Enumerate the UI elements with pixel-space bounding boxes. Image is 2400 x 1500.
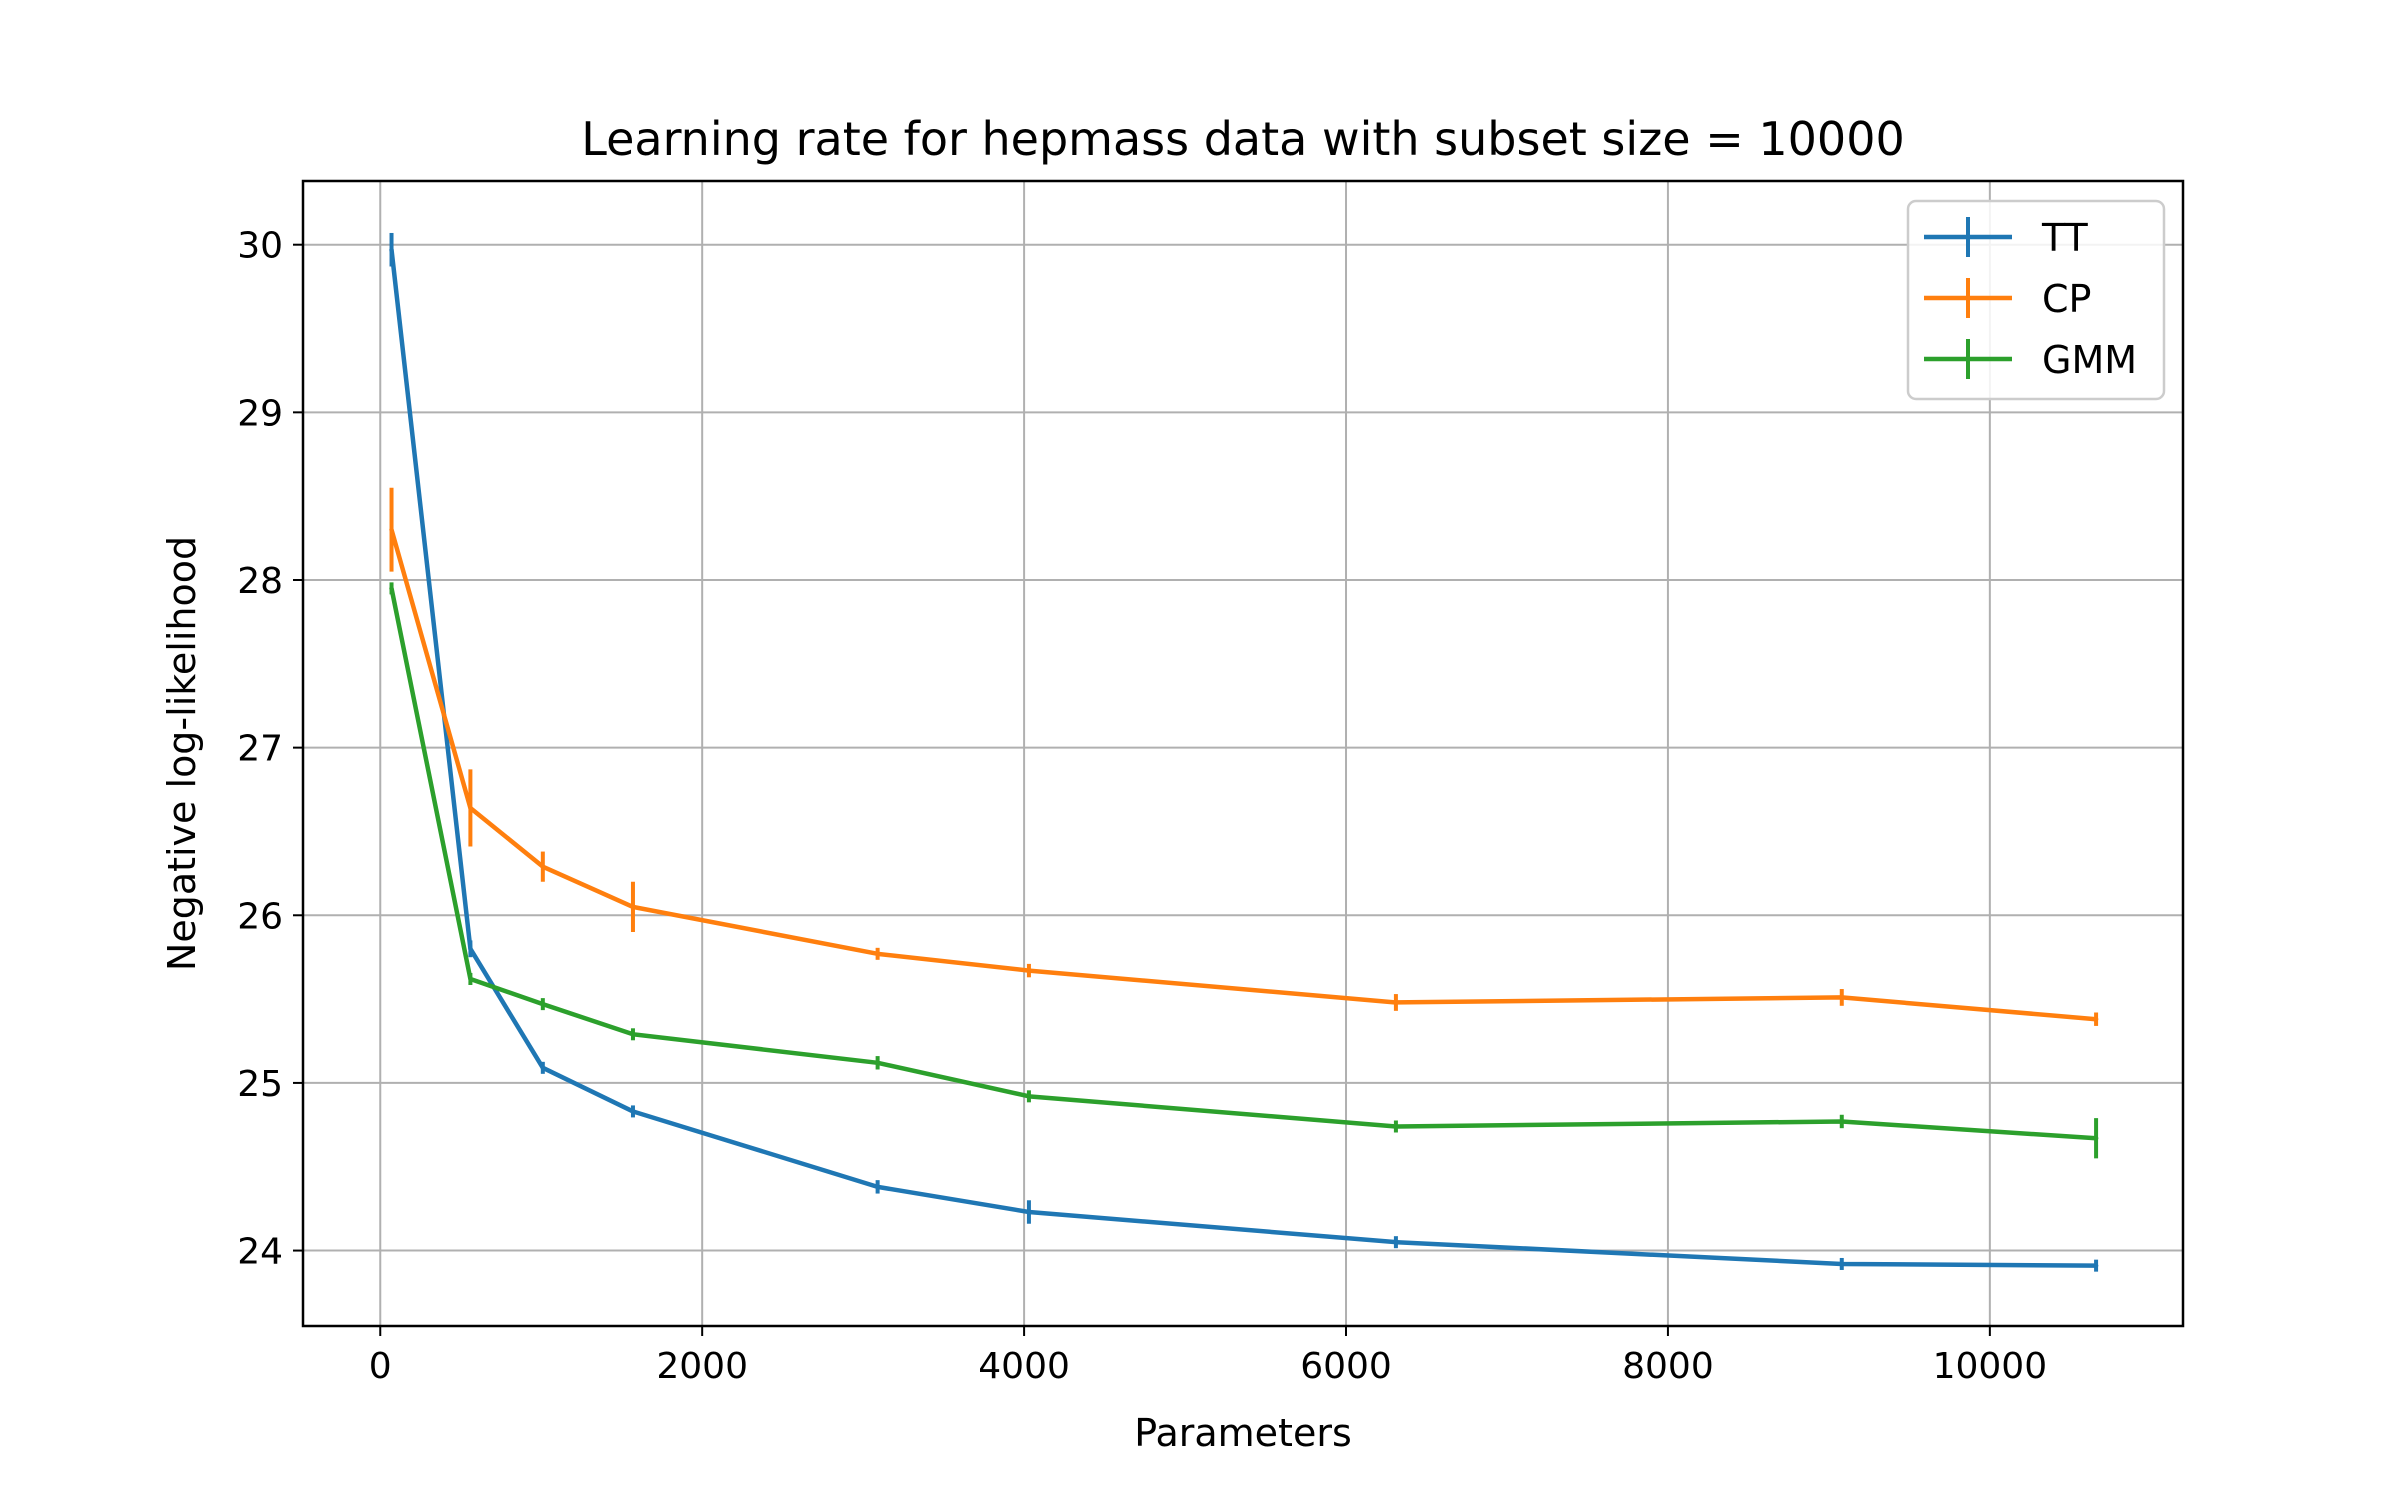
legend-item-tt: TT: [1924, 216, 2089, 260]
legend-item-gmm: GMM: [1924, 338, 2137, 382]
legend-label: GMM: [2042, 338, 2137, 382]
x-tick-label: 4000: [978, 1346, 1070, 1387]
series-gmm: [389, 582, 2099, 1159]
series-line-cp: [389, 527, 2099, 1022]
grid: [303, 181, 2183, 1326]
x-tick-label: 2000: [656, 1346, 748, 1387]
y-tick-label: 27: [237, 729, 283, 770]
legend: TT CP GMM: [1906, 199, 2166, 401]
y-tick-label: 26: [237, 896, 283, 937]
legend-label: CP: [2042, 277, 2091, 321]
y-tick-label: 28: [237, 561, 283, 602]
x-axis-title: Parameters: [1134, 1411, 1352, 1455]
x-tick-label: 0: [369, 1346, 392, 1387]
y-tick-label: 24: [237, 1232, 283, 1273]
series-cp: [389, 487, 2099, 1026]
y-tick-label: 25: [237, 1064, 283, 1105]
legend-label: TT: [2041, 216, 2089, 260]
x-tick-label: 8000: [1622, 1346, 1714, 1387]
ticks: 0 2000 4000 6000 8000 10000 24 25 26 27 28 29 30: [237, 226, 2047, 1387]
y-tick-label: 30: [237, 226, 283, 267]
plot-frame: [301, 179, 2185, 1328]
x-tick-label: 6000: [1300, 1346, 1392, 1387]
legend-box: [1906, 199, 2166, 401]
x-tick-label: 10000: [1933, 1346, 2048, 1387]
series-layer: [389, 232, 2099, 1272]
series-line-gmm: [389, 586, 2099, 1141]
chart-title: Learning rate for hepmass data with subs…: [581, 112, 1904, 166]
y-axis-title: Negative log-likelihood: [160, 536, 204, 971]
y-tick-label: 29: [237, 393, 283, 434]
legend-item-cp: CP: [1924, 277, 2091, 321]
